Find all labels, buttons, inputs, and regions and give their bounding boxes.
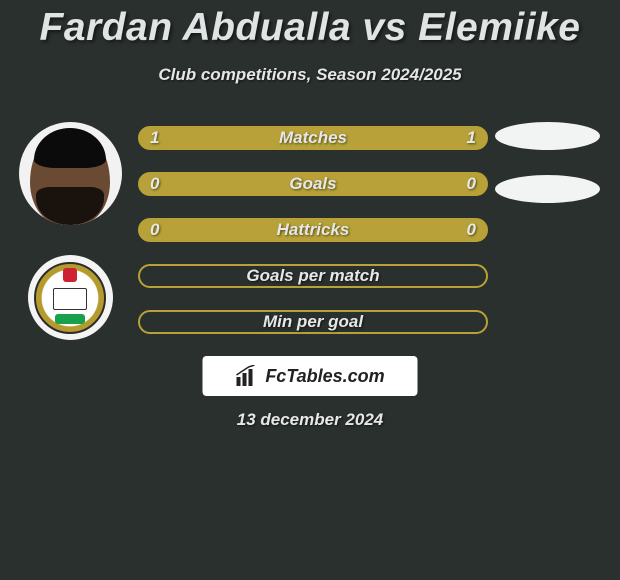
stat-row: Goals per match bbox=[138, 264, 488, 288]
left-avatars bbox=[10, 122, 130, 340]
opponent-oval bbox=[495, 122, 600, 150]
stat-left-value: 0 bbox=[150, 174, 159, 194]
stat-right-value: 0 bbox=[467, 220, 476, 240]
stat-right-value: 1 bbox=[467, 128, 476, 148]
footer-date: 13 december 2024 bbox=[237, 410, 384, 430]
page-title: Fardan Abdualla vs Elemiike bbox=[0, 0, 620, 50]
stat-row: 1 Matches 1 bbox=[138, 126, 488, 150]
stat-row: 0 Hattricks 0 bbox=[138, 218, 488, 242]
player-avatar bbox=[19, 122, 122, 225]
opponent-placeholders bbox=[495, 122, 600, 203]
site-attribution: FcTables.com bbox=[203, 356, 418, 396]
stat-right-value: 0 bbox=[467, 174, 476, 194]
page-subtitle: Club competitions, Season 2024/2025 bbox=[0, 65, 620, 85]
site-label: FcTables.com bbox=[265, 366, 384, 387]
stat-left-value: 1 bbox=[150, 128, 159, 148]
stat-label: Goals bbox=[289, 174, 336, 194]
stat-bars: 1 Matches 1 0 Goals 0 0 Hattricks 0 Goal… bbox=[138, 126, 488, 356]
stat-row: Min per goal bbox=[138, 310, 488, 334]
opponent-oval bbox=[495, 175, 600, 203]
stat-row: 0 Goals 0 bbox=[138, 172, 488, 196]
stat-label: Hattricks bbox=[277, 220, 350, 240]
stat-label: Goals per match bbox=[246, 266, 379, 286]
team-badge bbox=[28, 255, 113, 340]
player-headshape bbox=[30, 130, 110, 225]
stat-label: Min per goal bbox=[263, 312, 363, 332]
stat-label: Matches bbox=[279, 128, 347, 148]
bar-chart-icon bbox=[235, 365, 259, 387]
stat-left-value: 0 bbox=[150, 220, 159, 240]
